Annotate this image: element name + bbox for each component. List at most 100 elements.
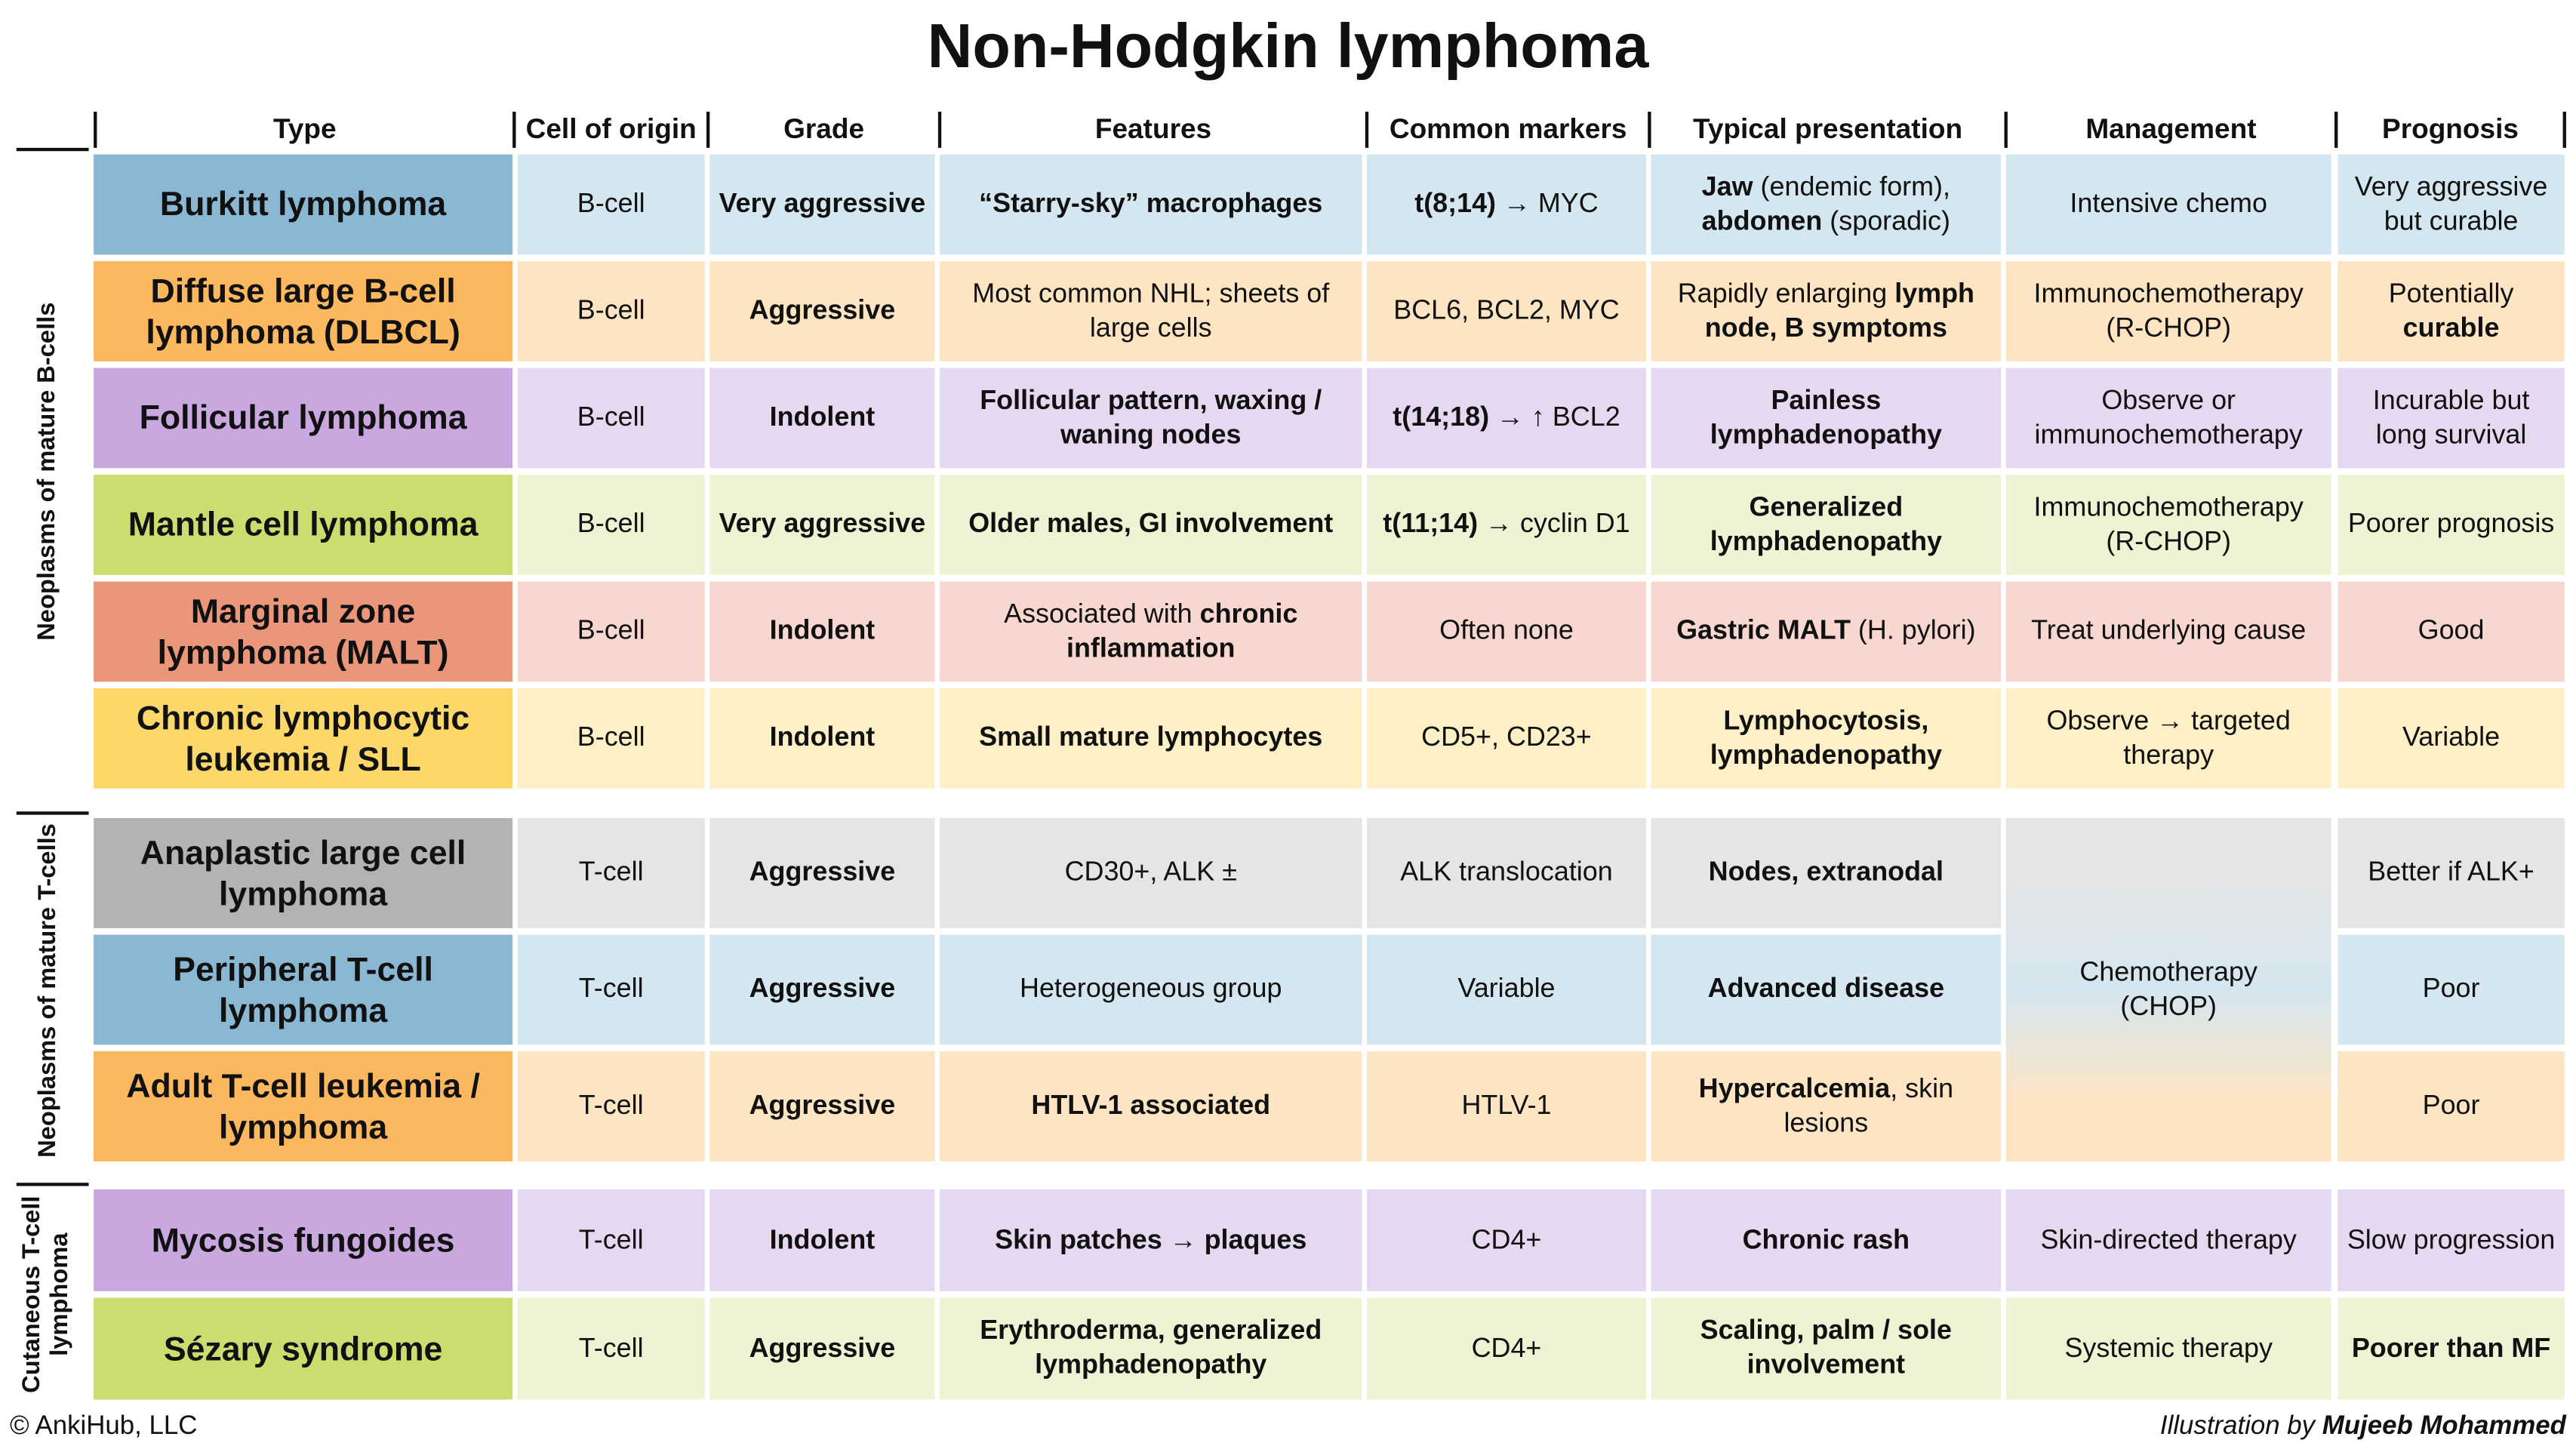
table-cell: Generalized lymphadenopathy [1651, 475, 2002, 575]
type-cell: Diffuse large B-cell lymphoma (DLBCL) [94, 261, 513, 361]
table-cell: HTLV-1 associated [940, 1051, 1362, 1161]
cell-text: Poor [2423, 973, 2480, 1008]
text-run: HTLV-1 associated [1031, 1091, 1271, 1121]
text-run: Generalized lymphadenopathy [1710, 491, 1943, 556]
table-cell: Associated with chronic inflammation [940, 581, 1362, 682]
table-cell: T-cell [517, 1189, 705, 1291]
text-run: Chronic lymphocytic leukemia / SLL [136, 699, 470, 778]
table-cell: Incurable but long survival [2337, 368, 2565, 469]
column-header: Common markers [1389, 113, 1627, 145]
table-cell: HTLV-1 [1366, 1051, 1647, 1161]
cell-text: Indolent [770, 401, 876, 435]
column-header: Prognosis [2382, 113, 2519, 145]
cell-text: Anaplastic large cell lymphoma [117, 832, 490, 914]
table-cell: Aggressive [709, 817, 935, 928]
column-header: Management [2085, 113, 2257, 145]
header-divider [2004, 112, 2008, 148]
cell-text: Skin-directed therapy [2040, 1223, 2296, 1258]
cell-text: Burkitt lymphoma [160, 184, 446, 225]
text-run: Skin-directed therapy [2040, 1224, 2297, 1254]
cell-text: T-cell [579, 1089, 644, 1124]
cell-text: HTLV-1 associated [1031, 1089, 1270, 1124]
text-run: B-cell [577, 509, 645, 539]
text-run: Chronic rash [1742, 1224, 1910, 1254]
text-run: Immunochemotherapy (R-CHOP) [2033, 491, 2304, 556]
group-divider [16, 1183, 89, 1186]
cell-text: Aggressive [749, 973, 896, 1008]
cell-text: Jaw (endemic form), abdomen (sporadic) [1659, 170, 1993, 238]
table-cell: Follicular pattern, waxing / waning node… [940, 368, 1362, 469]
cell-text: Nodes, extranodal [1709, 856, 1944, 891]
type-cell: Anaplastic large cell lymphoma [94, 817, 513, 928]
text-run: B-cell [577, 402, 645, 432]
group-divider [16, 147, 89, 152]
cell-text: CD5+, CD23+ [1421, 721, 1592, 756]
table-cell: Intensive chemo [2005, 154, 2331, 255]
text-run: Mantle cell lymphoma [128, 506, 479, 544]
table-cell: Small mature lymphocytes [940, 688, 1362, 789]
text-run: Illustration by [2159, 1412, 2322, 1441]
text-run: Indolent [769, 1224, 876, 1254]
text-run: Observe or immunochemotherapy [2034, 385, 2303, 450]
cell-text: Very aggressive [719, 508, 926, 543]
table-cell: Poor [2337, 1051, 2565, 1161]
text-run: Mujeeb Mohammed [2322, 1412, 2566, 1441]
table-cell: Painless lymphadenopathy [1651, 368, 2002, 469]
text-run: t(11;14) [1383, 509, 1479, 539]
cell-text: Diffuse large B-cell lymphoma (DLBCL) [117, 270, 490, 352]
text-run: Anaplastic large cell lymphoma [140, 833, 466, 913]
table-cell: Aggressive [709, 1297, 935, 1400]
header-divider [937, 112, 942, 148]
text-run: CD5+, CD23+ [1421, 722, 1592, 752]
cell-text: Lymphocytosis, lymphadenopathy [1659, 704, 1993, 773]
cell-text: Immunochemotherapy (R-CHOP) [2014, 491, 2323, 559]
type-cell: Sézary syndrome [94, 1297, 513, 1400]
header-divider [2334, 112, 2338, 148]
text-run: T-cell [578, 857, 644, 888]
table-cell: Most common NHL; sheets of large cells [940, 261, 1362, 361]
table-cell: “Starry-sky” macrophages [940, 154, 1362, 255]
table-cell: Systemic therapy [2005, 1297, 2331, 1400]
text-run: Very aggressive [719, 189, 926, 219]
cell-text: Poorer than MF [2352, 1331, 2550, 1366]
table-cell: Variable [1366, 934, 1647, 1045]
text-run: Heterogeneous group [1020, 974, 1282, 1004]
text-run: Better if ALK+ [2368, 857, 2534, 888]
cell-text: Hypercalcemia, skin lesions [1659, 1072, 1993, 1140]
type-cell: Peripheral T-cell lymphoma [94, 934, 513, 1045]
text-run: Most common NHL; sheets of large cells [972, 278, 1330, 343]
cell-text: BCL6, BCL2, MYC [1393, 294, 1619, 329]
text-run: Variable [2402, 722, 2501, 752]
table-cell: B-cell [517, 475, 705, 575]
table-cell: Gastric MALT (H. pylori) [1651, 581, 2002, 682]
cell-text: Skin patches → plaques [995, 1223, 1306, 1258]
text-run: Observe → targeted therapy [2046, 705, 2291, 770]
cell-text: B-cell [577, 508, 645, 543]
type-cell: Marginal zone lymphoma (MALT) [94, 581, 513, 682]
text-run: Older males, GI involvement [968, 509, 1334, 539]
cell-text: Intensive chemo [2070, 187, 2267, 222]
table-cell: Scaling, palm / sole involvement [1651, 1297, 2002, 1400]
table-cell: Good [2337, 581, 2565, 682]
cell-text: Observe or immunochemotherapy [2014, 383, 2323, 452]
text-run: Sézary syndrome [163, 1330, 443, 1368]
cell-text: Indolent [770, 614, 876, 649]
text-run: (endemic form), [1753, 171, 1951, 202]
table-cell: Aggressive [709, 934, 935, 1045]
table-cell: Skin-directed therapy [2005, 1189, 2331, 1291]
cell-text: CD4+ [1472, 1223, 1542, 1258]
header-divider [512, 112, 516, 148]
table-cell: Older males, GI involvement [940, 475, 1362, 575]
merged-cell: Chemotherapy (CHOP) [2005, 817, 2331, 1161]
cell-text: Indolent [770, 1223, 876, 1258]
text-run: , skin lesions [1784, 1073, 1954, 1138]
cell-text: Treat underlying cause [2031, 614, 2306, 649]
header-divider [2562, 112, 2566, 148]
title: Non-Hodgkin lymphoma [927, 13, 1649, 82]
table-cell: T-cell [517, 817, 705, 928]
cell-text: Mycosis fungoides [152, 1220, 455, 1260]
table-cell: Nodes, extranodal [1651, 817, 2002, 928]
text-run: BCL6, BCL2, MYC [1393, 295, 1620, 325]
text-run: Variable [1457, 974, 1556, 1004]
text-run: T-cell [578, 974, 644, 1004]
